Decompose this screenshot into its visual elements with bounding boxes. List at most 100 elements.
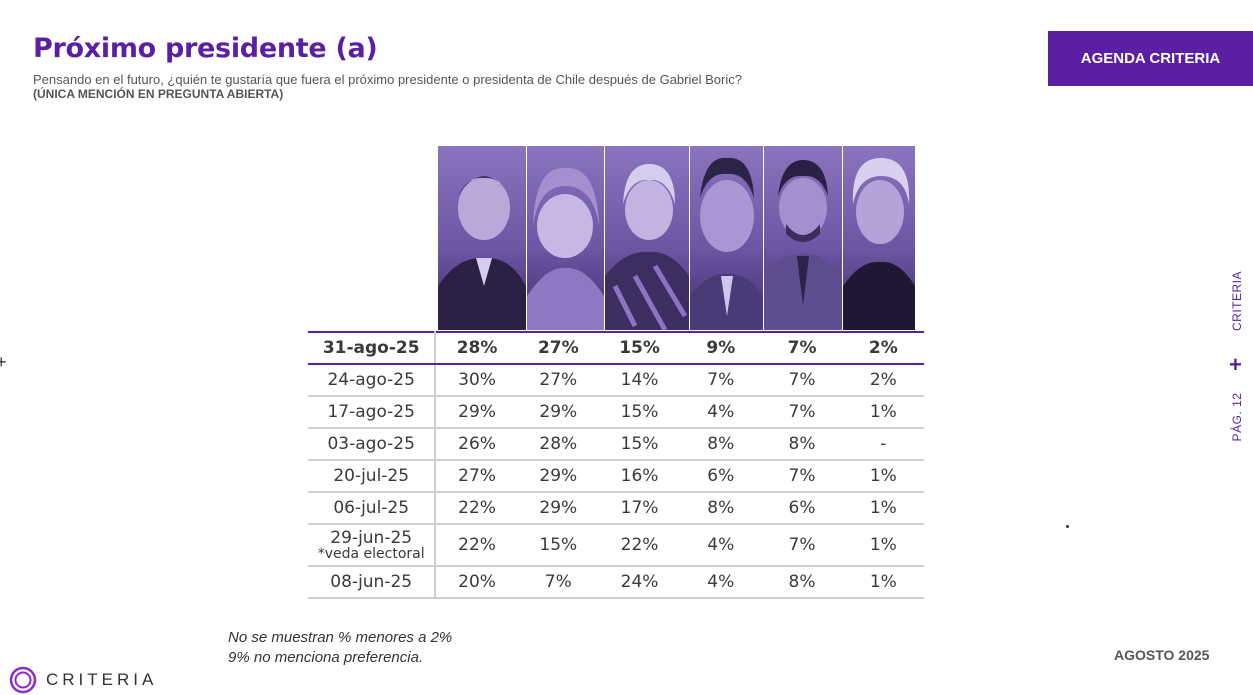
- cell-value: 7%: [761, 524, 843, 567]
- cell-value: 15%: [598, 332, 681, 365]
- cell-value: 7%: [761, 364, 843, 397]
- row-date: 08-jun-25: [308, 566, 437, 599]
- cell-value: 29%: [517, 460, 599, 493]
- cell-value: 27%: [517, 364, 599, 397]
- brand-name: CRITERIA: [46, 670, 158, 689]
- table-row: 29-jun-25 *veda electoral 22% 15% 22% 4% 7% 1%: [308, 524, 924, 567]
- table-row: 17-ago-25 29% 29% 15% 4% 7% 1%: [308, 396, 924, 429]
- date-label: 03-ago-25: [327, 434, 415, 454]
- cell-value: 22%: [435, 524, 518, 567]
- table-row: 08-jun-25 20% 7% 24% 4% 8% 1%: [308, 566, 924, 599]
- plus-icon: +: [1229, 352, 1242, 377]
- brand-logo: CRITERIA: [8, 665, 157, 695]
- cell-value: 15%: [598, 396, 681, 429]
- candidate-photos: [438, 146, 915, 330]
- table-row: 24-ago-25 30% 27% 14% 7% 7% 2%: [308, 364, 924, 397]
- cell-value: 14%: [598, 364, 681, 397]
- cell-value: 30%: [435, 364, 518, 397]
- results-table: 31-ago-25 28% 27% 15% 9% 7% 2% 24-ago-25 30% 27% 1…: [308, 331, 924, 599]
- page-title: Próximo presidente (a): [33, 33, 378, 64]
- portrait-icon: [843, 158, 915, 330]
- cell-value: 4%: [680, 396, 762, 429]
- cell-value: 2%: [842, 364, 924, 397]
- table-row: 06-jul-25 22% 29% 17% 8% 6% 1%: [308, 492, 924, 525]
- cell-value: 1%: [842, 460, 924, 493]
- cell-value: 6%: [761, 492, 843, 525]
- cell-value: 7%: [680, 364, 762, 397]
- cell-value: 28%: [517, 428, 599, 461]
- cell-value: 20%: [435, 566, 518, 599]
- cell-value: 28%: [435, 332, 518, 365]
- row-date: 20-jul-25: [308, 460, 437, 493]
- cell-value: 17%: [598, 492, 681, 525]
- cell-value: 8%: [761, 566, 843, 599]
- candidate-photo-2: [527, 146, 604, 330]
- date-label: 17-ago-25: [327, 402, 415, 422]
- side-brand-label: CRITERIA: [1230, 270, 1244, 331]
- cell-value: 8%: [761, 428, 843, 461]
- footnote-min: No se muestran % menores a 2%: [228, 629, 453, 646]
- cell-value: 27%: [435, 460, 518, 493]
- cell-value: 29%: [435, 396, 518, 429]
- row-date: 24-ago-25: [308, 364, 437, 397]
- cell-value: 1%: [842, 396, 924, 429]
- date-label: 08-jun-25: [330, 572, 413, 592]
- cell-value: 9%: [680, 332, 762, 365]
- cell-value: 4%: [680, 566, 762, 599]
- row-date: 06-jul-25: [308, 492, 437, 525]
- cell-value: 7%: [761, 460, 843, 493]
- cell-value: 22%: [435, 492, 518, 525]
- candidate-photo-5: [764, 146, 842, 330]
- portrait-icon: [690, 157, 763, 330]
- cell-value: 26%: [435, 428, 518, 461]
- date-label: 06-jul-25: [333, 498, 410, 518]
- portrait-icon: [438, 176, 526, 330]
- portrait-icon: [527, 167, 604, 330]
- footnote-no-preference: 9% no menciona preferencia.: [228, 649, 424, 666]
- cell-value: 8%: [680, 492, 762, 525]
- date-note: *veda electoral: [317, 546, 425, 562]
- cell-value: 7%: [517, 566, 599, 599]
- question-text: Pensando en el futuro, ¿quién te gustarí…: [33, 72, 742, 87]
- table-row: 20-jul-25 27% 29% 16% 6% 7% 1%: [308, 460, 924, 493]
- cell-value: 22%: [598, 524, 681, 567]
- cell-value: 7%: [761, 332, 843, 365]
- crosshair-icon: +: [0, 352, 7, 372]
- cell-value: 1%: [842, 524, 924, 567]
- cell-value: 15%: [517, 524, 599, 567]
- row-date: 03-ago-25: [308, 428, 437, 461]
- cell-value: 8%: [680, 428, 762, 461]
- cell-value: 1%: [842, 566, 924, 599]
- cell-value: 7%: [761, 396, 843, 429]
- dot-mark: [1066, 525, 1069, 528]
- date-label: 20-jul-25: [333, 466, 410, 486]
- cell-value: -: [842, 428, 924, 461]
- table-row: 03-ago-25 26% 28% 15% 8% 8% -: [308, 428, 924, 461]
- date-label: 29-jun-25: [330, 528, 413, 548]
- portrait-icon: [605, 164, 689, 330]
- cell-value: 2%: [842, 332, 924, 365]
- question-note: (ÚNICA MENCIÓN EN PREGUNTA ABIERTA): [33, 87, 284, 101]
- cell-value: 4%: [680, 524, 762, 567]
- cell-value: 27%: [517, 332, 599, 365]
- table-row: 31-ago-25 28% 27% 15% 9% 7% 2%: [308, 332, 924, 365]
- cell-value: 29%: [517, 396, 599, 429]
- cell-value: 15%: [598, 428, 681, 461]
- cell-value: 6%: [680, 460, 762, 493]
- candidate-photo-1: [438, 146, 526, 330]
- agenda-badge: AGENDA CRITERIA: [1048, 31, 1253, 86]
- criteria-logo-icon: [9, 666, 37, 694]
- portrait-icon: [764, 160, 842, 330]
- cell-value: 24%: [598, 566, 681, 599]
- candidate-photo-4: [690, 146, 763, 330]
- row-date: 31-ago-25: [308, 332, 437, 365]
- date-label: 24-ago-25: [327, 370, 415, 390]
- row-date: 17-ago-25: [308, 396, 437, 429]
- cell-value: 16%: [598, 460, 681, 493]
- cell-value: 29%: [517, 492, 599, 525]
- candidate-photo-3: [605, 146, 689, 330]
- cell-value: 1%: [842, 492, 924, 525]
- report-month: AGOSTO 2025: [1114, 647, 1210, 663]
- row-date: 29-jun-25 *veda electoral: [308, 524, 437, 567]
- candidate-photo-6: [843, 146, 915, 330]
